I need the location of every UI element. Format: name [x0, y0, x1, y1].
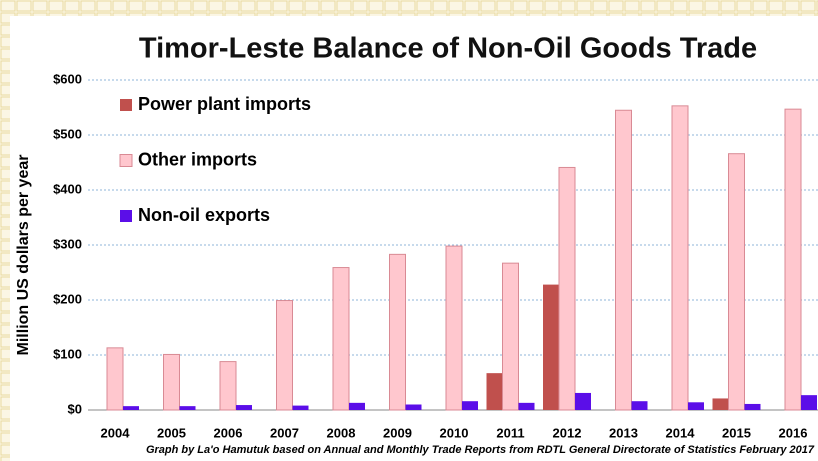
x-tick-label: 2014 — [666, 425, 696, 440]
legend-label: Power plant imports — [138, 94, 311, 114]
y-tick-label: $300 — [53, 236, 82, 251]
y-tick-label: $600 — [53, 71, 82, 86]
bar — [163, 353, 180, 411]
x-tick-label: 2007 — [270, 425, 299, 440]
bar — [486, 373, 503, 410]
bar — [349, 402, 365, 410]
bar — [292, 405, 309, 410]
x-tick-label: 2009 — [383, 425, 412, 440]
bar — [728, 153, 745, 411]
bar — [558, 166, 576, 411]
bar — [236, 405, 252, 410]
bar — [445, 245, 463, 411]
bar — [502, 262, 519, 411]
legend-label: Other imports — [138, 149, 257, 169]
bar — [219, 361, 237, 411]
y-tick-label: $100 — [53, 346, 82, 361]
y-tick-label: $500 — [53, 126, 82, 141]
bar — [462, 401, 478, 410]
bar — [744, 403, 761, 410]
x-tick-label: 2004 — [101, 425, 131, 440]
bar — [631, 401, 648, 410]
y-axis-label: Million US dollars per year — [15, 155, 32, 356]
x-tick-label: 2008 — [327, 425, 356, 440]
bar — [712, 398, 729, 410]
x-tick-label: 2006 — [214, 425, 243, 440]
bar — [575, 392, 591, 410]
legend-label: Non-oil exports — [138, 205, 270, 225]
bar — [784, 108, 802, 411]
bar — [615, 109, 632, 411]
bar — [389, 253, 406, 411]
bar — [801, 395, 817, 410]
frame-top — [0, 0, 818, 16]
y-tick-label: $200 — [53, 291, 82, 306]
bar — [543, 284, 559, 410]
bar — [179, 406, 196, 410]
bar — [518, 402, 535, 410]
bar — [276, 300, 293, 411]
chart-title: Timor-Leste Balance of Non-Oil Goods Tra… — [139, 33, 757, 65]
bar — [123, 406, 139, 410]
bar — [405, 404, 422, 410]
y-tick-label: $0 — [68, 401, 82, 416]
x-tick-label: 2012 — [553, 425, 582, 440]
x-tick-label: 2005 — [157, 425, 186, 440]
legend-swatch — [119, 154, 133, 167]
x-tick-label: 2015 — [722, 425, 751, 440]
legend-swatch — [120, 99, 132, 111]
bar — [671, 105, 689, 411]
bar — [332, 267, 350, 411]
legend-swatch — [120, 210, 132, 222]
bar — [688, 402, 704, 410]
source-note: Graph by La'o Hamutuk based on Annual an… — [146, 444, 815, 456]
x-tick-label: 2013 — [609, 425, 638, 440]
x-tick-label: 2016 — [779, 425, 808, 440]
x-tick-label: 2011 — [496, 425, 524, 440]
x-tick-label: 2010 — [440, 425, 469, 440]
y-tick-label: $400 — [53, 181, 82, 196]
bar — [106, 347, 124, 411]
frame-left — [0, 0, 10, 461]
